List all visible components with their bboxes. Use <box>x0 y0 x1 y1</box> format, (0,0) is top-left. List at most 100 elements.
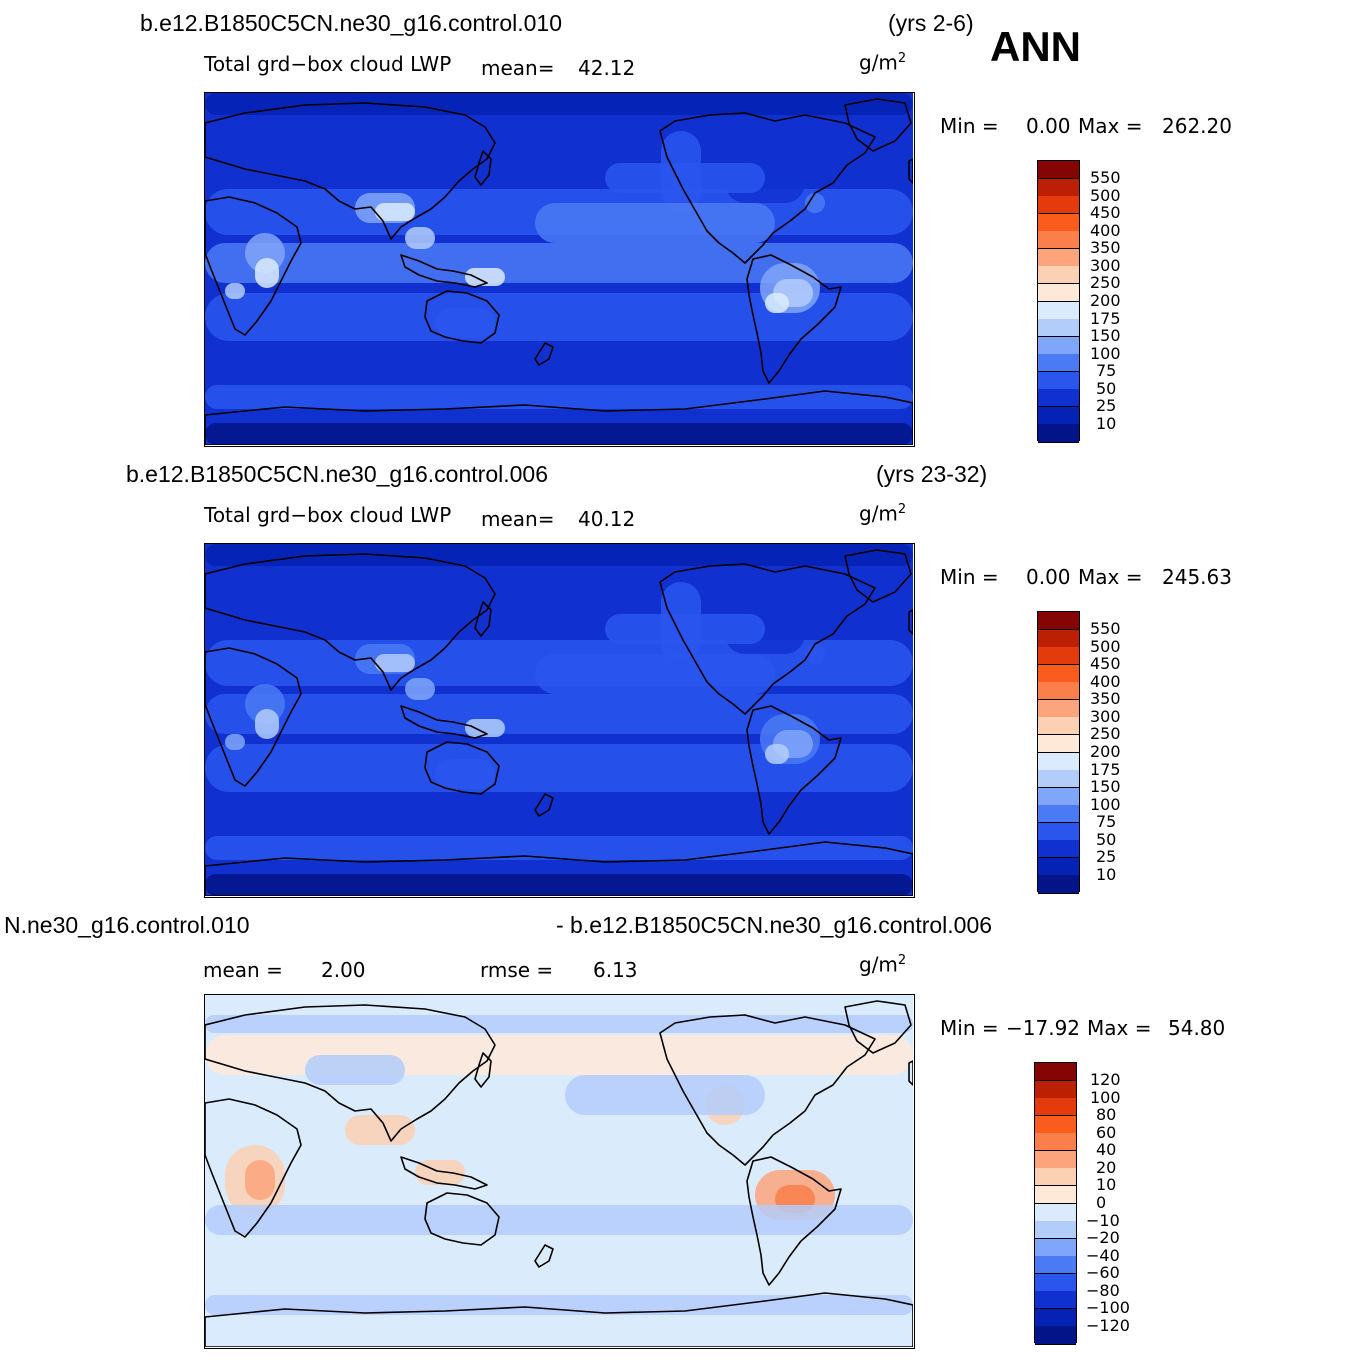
map-contour-fill <box>375 203 415 221</box>
colorbar-swatch <box>1038 178 1079 197</box>
map-contour-fill <box>205 423 913 445</box>
coastline-greenland <box>844 549 912 603</box>
panel2-min-label: Min = <box>940 565 999 589</box>
map-contour-fill <box>765 744 789 764</box>
colorbar-swatch <box>1038 231 1079 250</box>
map-contour-fill <box>305 1055 405 1085</box>
colorbar-tick-label: −80 <box>1086 1280 1120 1300</box>
map-contour-fill <box>205 385 913 409</box>
coastline-uk <box>908 158 913 184</box>
coastline-eurasia <box>205 1004 496 1142</box>
colorbar-swatch <box>1038 354 1079 373</box>
colorbar-tick-label: 200 <box>1090 741 1121 761</box>
colorbar-tick-label: 100 <box>1090 1087 1121 1107</box>
colorbar-swatch <box>1038 336 1079 355</box>
panel1-map <box>204 92 915 447</box>
panel3-rmse-label: rmse = <box>480 958 554 982</box>
coastline-japan <box>474 601 492 637</box>
map-contour-fill <box>565 1075 765 1115</box>
map-contour-fill <box>465 719 505 737</box>
panel2-years: (yrs 23-32) <box>876 461 988 487</box>
colorbar-swatch <box>1038 248 1079 267</box>
colorbar-swatch <box>1038 301 1079 320</box>
map-contour-fill <box>805 644 825 664</box>
panel1-years: (yrs 2-6) <box>888 10 974 36</box>
colorbar-swatch <box>1038 682 1079 701</box>
colorbar-tick-label: 120 <box>1090 1070 1121 1089</box>
coastline-new-zealand <box>534 793 554 817</box>
map-contour-fill <box>205 1245 913 1295</box>
colorbar-tick-label: 400 <box>1090 671 1121 691</box>
map-contour-fill <box>205 293 913 341</box>
colorbar-swatch <box>1035 1115 1076 1134</box>
map-contour-fill <box>205 802 913 842</box>
colorbar-tick-label: 25 <box>1096 396 1117 416</box>
colorbar-swatch <box>1038 787 1079 806</box>
panel2-units: g/m2 <box>859 501 907 526</box>
coastline-north-america <box>659 112 876 264</box>
map-contour-fill <box>205 351 913 391</box>
panel1-colorbar <box>1037 160 1080 443</box>
panel2-map <box>204 543 915 898</box>
colorbar-tick-label: 60 <box>1096 1122 1117 1142</box>
map-contour-fill <box>255 709 279 739</box>
coastline-south-america <box>746 1156 842 1286</box>
map-contour-fill <box>205 93 913 115</box>
coastline-new-zealand <box>534 342 554 366</box>
colorbar-swatch <box>1038 875 1079 894</box>
colorbar-tick-label: −100 <box>1086 1298 1130 1318</box>
colorbar-tick-label: 0 <box>1096 1192 1107 1212</box>
colorbar-swatch <box>1038 161 1079 180</box>
colorbar-swatch <box>1035 1133 1076 1152</box>
panel2-mean-label: mean= <box>481 507 555 531</box>
map-contour-fill <box>245 1160 275 1200</box>
panel1-case-title: b.e12.B1850C5CN.ne30_g16.control.010 <box>140 10 562 36</box>
colorbar-tick-label: 450 <box>1090 203 1121 223</box>
colorbar-tick-label: 450 <box>1090 654 1121 674</box>
colorbar-swatch <box>1038 664 1079 683</box>
map-contour-fill <box>405 678 435 700</box>
map-contour-fill <box>405 227 435 249</box>
map-contour-fill <box>605 163 765 193</box>
panel3-rmse-value: 6.13 <box>593 958 638 982</box>
coastline-australia <box>424 741 500 795</box>
map-contour-fill <box>225 734 245 750</box>
colorbar-swatch <box>1038 770 1079 789</box>
colorbar-tick-label: −40 <box>1086 1245 1120 1265</box>
colorbar-tick-label: 10 <box>1096 413 1117 433</box>
colorbar-tick-label: 400 <box>1090 220 1121 240</box>
map-contour-fill <box>345 1115 415 1145</box>
map-contour-fill <box>535 654 775 694</box>
colorbar-swatch <box>1038 406 1079 425</box>
panel1-min-value: 0.00 <box>1026 114 1071 138</box>
colorbar-tick-label: 550 <box>1090 168 1121 187</box>
panel1-max-label: Max = <box>1078 114 1143 138</box>
map-contour-fill <box>205 874 913 896</box>
colorbar-swatch <box>1035 1185 1076 1204</box>
map-contour-fill <box>435 759 495 789</box>
colorbar-tick-label: −60 <box>1086 1263 1120 1283</box>
panel3-map <box>204 994 915 1349</box>
coastline-australia <box>424 290 500 344</box>
map-contour-fill <box>205 836 913 860</box>
coastline-uk <box>908 609 913 635</box>
colorbar-tick-label: 175 <box>1090 308 1121 328</box>
colorbar-tick-label: 175 <box>1090 759 1121 779</box>
map-contour-fill <box>255 258 279 288</box>
colorbar-swatch <box>1035 1238 1076 1257</box>
colorbar-swatch <box>1035 1168 1076 1187</box>
colorbar-swatch <box>1038 319 1079 338</box>
colorbar-swatch <box>1038 612 1079 631</box>
colorbar-swatch <box>1038 805 1079 824</box>
map-contour-fill <box>205 1165 913 1205</box>
colorbar-swatch <box>1038 752 1079 771</box>
map-contour-fill <box>205 1295 913 1315</box>
colorbar-swatch <box>1038 629 1079 648</box>
colorbar-swatch <box>1035 1273 1076 1292</box>
coastline-australia <box>424 1192 500 1246</box>
colorbar-swatch <box>1035 1308 1076 1327</box>
panel1-min-label: Min = <box>940 114 999 138</box>
panel3-units: g/m2 <box>859 952 907 977</box>
panel2-map-svg <box>205 544 913 896</box>
panel3-max-label: Max = <box>1087 1016 1152 1040</box>
